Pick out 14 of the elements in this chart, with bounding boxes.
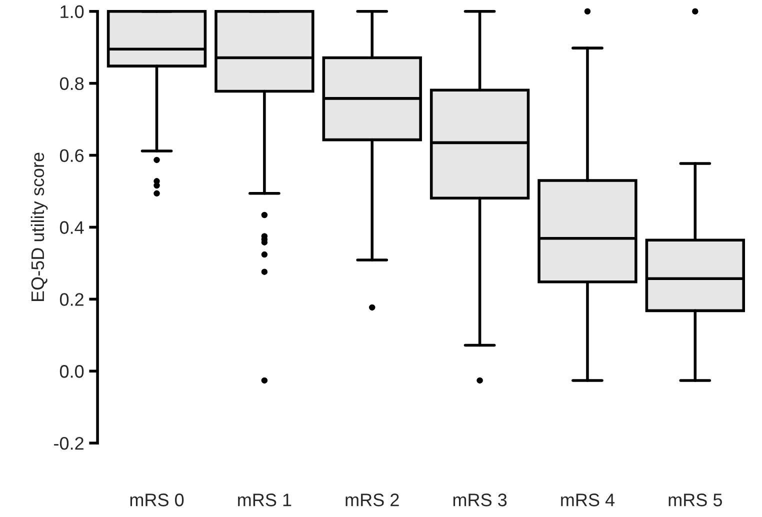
y-tick-label: 0.2 [60,293,84,306]
y-tick-label: 0.8 [60,77,84,90]
y-tick-label: -0.2 [54,437,84,450]
x-tick-label: mRS 3 [453,494,507,506]
x-tick-label: mRS 2 [346,494,399,506]
y-tick-label: 0.4 [60,221,84,234]
x-tick-label: mRS 1 [238,494,292,506]
y-tick-label: 0.6 [60,149,84,162]
x-tick-label: mRS 5 [668,494,722,506]
y-axis-title: EQ-5D utility score [30,152,48,301]
y-tick-label: 1.0 [60,5,84,18]
x-tick-label: mRS 4 [561,494,615,506]
y-tick-label: 0.0 [60,365,84,378]
x-tick-label: mRS 0 [130,494,184,506]
